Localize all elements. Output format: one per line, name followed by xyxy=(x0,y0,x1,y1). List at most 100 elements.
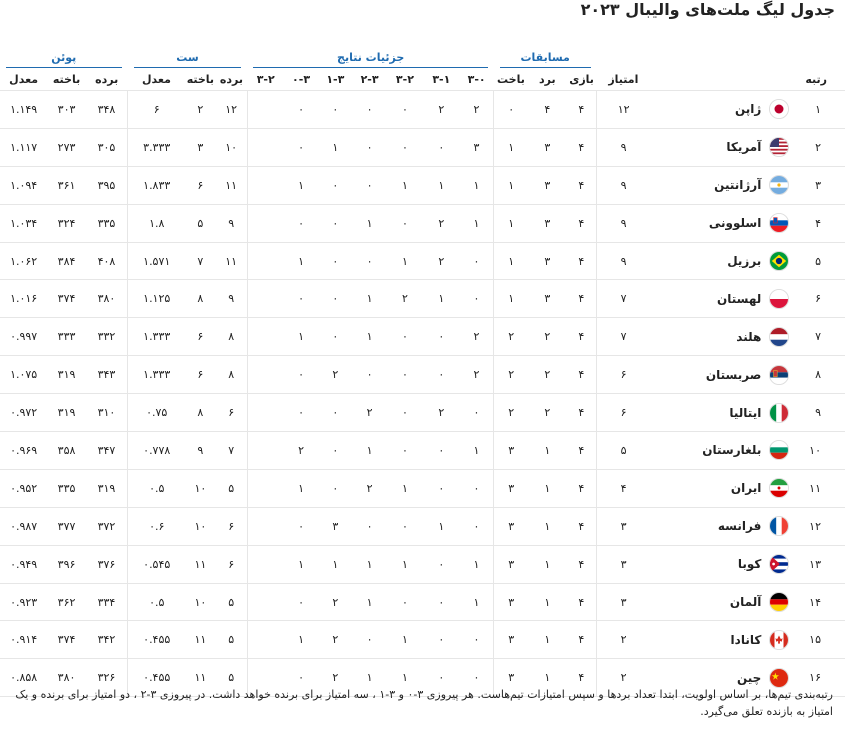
team-cell: چین xyxy=(650,658,790,698)
cell-d6: ۰ xyxy=(283,582,319,621)
cell-sr: ۱.۵۷۱ xyxy=(127,241,186,280)
team-name: آلمان xyxy=(729,595,762,610)
rank-cell: ۱۲ xyxy=(789,506,845,546)
cell-d1: ۰ xyxy=(459,506,494,546)
cell-l: ۳ xyxy=(493,544,529,584)
rank-cell: ۱۱ xyxy=(789,468,845,508)
cell-d2: ۰ xyxy=(423,468,460,508)
cell-sw: ۵ xyxy=(215,658,248,698)
cell-w: ۲ xyxy=(528,355,567,394)
cell-pl: ۳۵۸ xyxy=(47,431,86,470)
cell-pl: ۳۸۴ xyxy=(47,241,86,280)
poland-flag-icon xyxy=(769,288,790,309)
cell-pl: ۳۱۹ xyxy=(47,355,86,394)
team-name: ایران xyxy=(730,481,762,496)
cell-sr: ۱.۳۳۳ xyxy=(127,317,186,356)
cell-pts: ۹ xyxy=(596,241,651,280)
cell-d2: ۱ xyxy=(423,506,460,546)
cell-sl: ۲ xyxy=(185,90,216,129)
team-name: بلغارستان xyxy=(702,443,762,458)
rank-cell: ۱۰ xyxy=(789,431,845,470)
cell-d4: ۱ xyxy=(352,431,387,470)
team-name: فرانسه xyxy=(717,519,762,534)
cell-d3: ۱ xyxy=(386,468,424,508)
cell-w: ۳ xyxy=(528,203,567,243)
team-name: ایتالیا xyxy=(729,405,762,420)
cell-p: ۴ xyxy=(566,241,597,280)
cell-p: ۴ xyxy=(566,393,597,432)
cell-d1: ۳ xyxy=(459,127,494,167)
cell-p: ۴ xyxy=(566,127,597,167)
cell-sw: ۵ xyxy=(215,468,248,508)
usa-flag-icon xyxy=(769,137,790,158)
team-cell: ایتالیا xyxy=(650,393,790,432)
cell-d4: ۰ xyxy=(352,127,387,167)
cell-l: ۳ xyxy=(493,468,529,508)
cell-sl: ۱۱ xyxy=(185,544,216,584)
cell-l: ۱ xyxy=(493,203,529,243)
cell-sl: ۱۰ xyxy=(185,468,216,508)
rank-cell: ۹ xyxy=(789,393,845,432)
table-row: ۱۱ ایران ۴ ۴ ۱ ۳ ۰ ۰ ۱ ۲ ۰ ۱ ۵ ۱۰ ۰.۵ ۳۱۹ ۳۳۵ ۰.۹۵۲ xyxy=(0,468,845,508)
cell-d7 xyxy=(246,355,284,394)
rank-cell: ۱۵ xyxy=(789,620,845,659)
cell-d5: ۳ xyxy=(318,506,353,546)
cell-d2: ۰ xyxy=(423,431,460,470)
cell-d2: ۰ xyxy=(423,355,460,394)
cell-d1: ۲ xyxy=(459,355,494,394)
cell-p: ۴ xyxy=(566,544,597,584)
cell-d2: ۲ xyxy=(423,393,460,432)
rank-cell: ۱۶ xyxy=(789,658,845,698)
team-name: اسلوونی xyxy=(708,216,762,231)
cell-d3: ۰ xyxy=(386,90,424,129)
cell-pw: ۳۱۹ xyxy=(85,468,128,508)
cell-d7 xyxy=(246,468,284,508)
cell-p: ۴ xyxy=(566,165,597,205)
cell-p: ۴ xyxy=(566,90,597,129)
cell-w: ۱ xyxy=(528,468,567,508)
team-cell: آلمان xyxy=(650,582,790,621)
cell-pr: ۰.۹۹۷ xyxy=(0,317,48,356)
cell-pr: ۱.۰۶۲ xyxy=(0,241,48,280)
cell-d2: ۱ xyxy=(423,279,460,318)
cell-pts: ۱۲ xyxy=(596,90,651,129)
cell-d3: ۰ xyxy=(386,317,424,356)
serbia-flag-icon xyxy=(769,364,790,385)
cell-d1: ۱ xyxy=(459,544,494,584)
col-r03: ۰-۳ xyxy=(292,72,311,86)
cell-pl: ۳۲۴ xyxy=(47,203,86,243)
cell-d7 xyxy=(246,279,284,318)
table-row: ۱۴ آلمان ۳ ۴ ۱ ۳ ۱ ۰ ۰ ۱ ۲ ۰ ۵ ۱۰ ۰.۵ ۳۳۴ ۳۶۲ ۰.۹۲۳ xyxy=(0,582,845,621)
cell-sr: ۰.۶ xyxy=(127,506,186,546)
cell-sr: ۰.۷۵ xyxy=(127,393,186,432)
col-points-won: برده xyxy=(95,72,119,86)
col-r13: ۱-۳ xyxy=(326,72,345,86)
cell-l: ۱ xyxy=(493,279,529,318)
team-cell: ایران xyxy=(650,468,790,508)
table-row: ۲ آمریکا ۹ ۴ ۳ ۱ ۳ ۰ ۰ ۰ ۱ ۰ ۱۰ ۳ ۳.۳۳۳ ۳۰۵ ۲۷۳ ۱.۱۱۷ xyxy=(0,127,845,167)
cell-pw: ۳۳۲ xyxy=(85,317,128,356)
cell-sr: ۰.۵۴۵ xyxy=(127,544,186,584)
argentina-flag-icon xyxy=(769,175,790,196)
col-r30: ۳-۰ xyxy=(467,72,486,86)
cell-pr: ۰.۹۱۴ xyxy=(0,620,48,659)
cell-pts: ۳ xyxy=(596,506,651,546)
netherlands-flag-icon xyxy=(769,326,790,347)
cell-d2: ۰ xyxy=(423,544,460,584)
cell-p: ۴ xyxy=(566,506,597,546)
col-r31: ۳-۱ xyxy=(432,72,451,86)
cell-l: ۱ xyxy=(493,241,529,280)
cell-d4: ۰ xyxy=(352,620,387,659)
cell-sl: ۷ xyxy=(185,241,216,280)
cell-pr: ۰.۹۴۹ xyxy=(0,544,48,584)
cell-d4: ۱ xyxy=(352,582,387,621)
cell-pts: ۹ xyxy=(596,165,651,205)
cell-d3: ۰ xyxy=(386,506,424,546)
col-sets-won: برده xyxy=(219,72,243,86)
cell-sr: ۰.۷۷۸ xyxy=(127,431,186,470)
cell-pw: ۳۷۶ xyxy=(85,544,128,584)
team-cell: صربستان xyxy=(650,355,790,394)
cell-pl: ۳۷۷ xyxy=(47,506,86,546)
team-name: هلند xyxy=(736,329,762,344)
cell-d2: ۲ xyxy=(423,203,460,243)
